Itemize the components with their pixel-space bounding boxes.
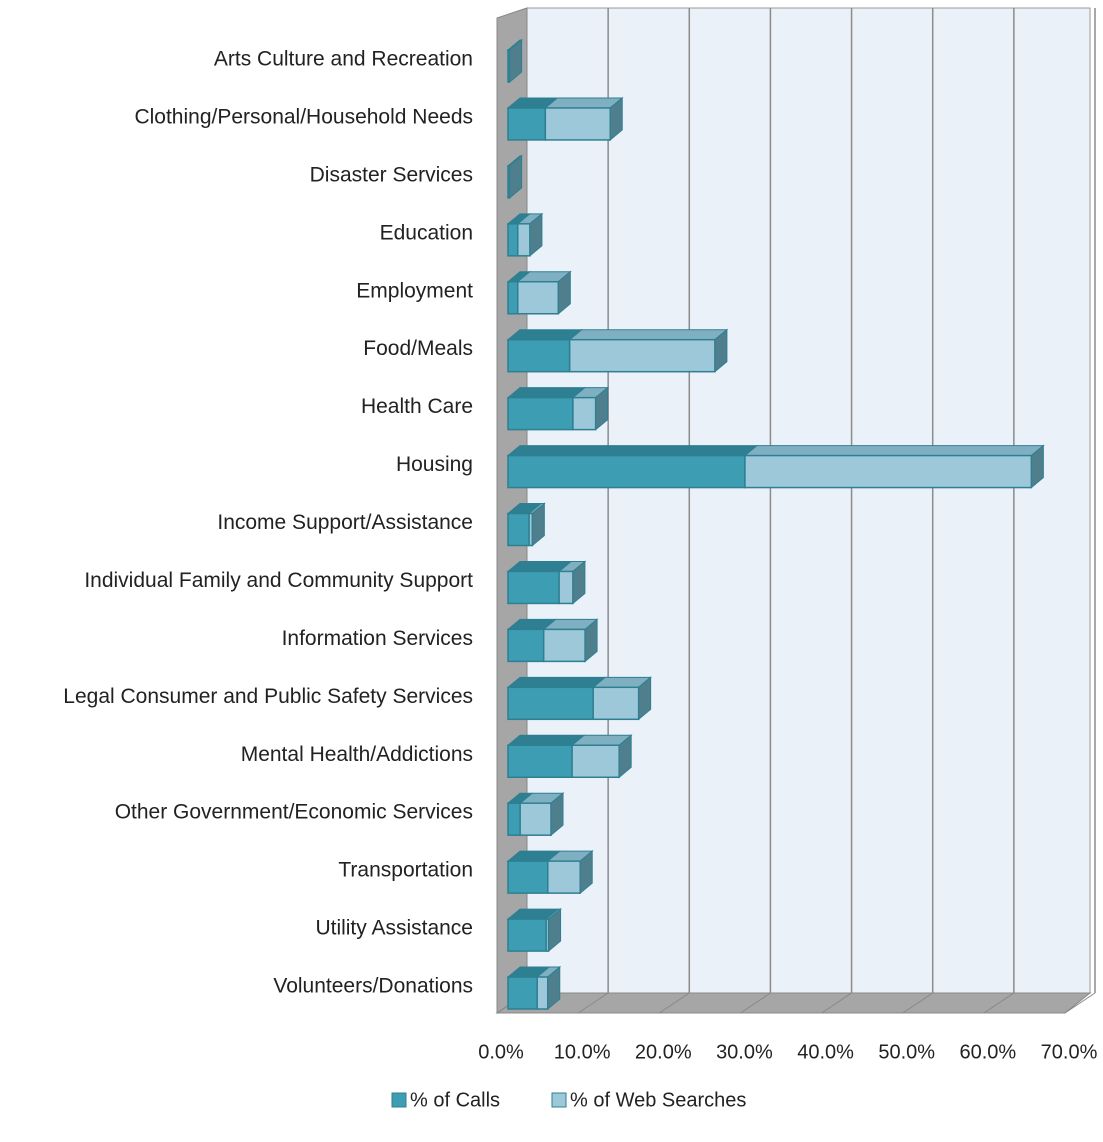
bar bbox=[542, 628, 586, 663]
bar bbox=[507, 860, 549, 894]
y-tick-label: Other Government/Economic Services bbox=[115, 801, 473, 824]
bar-top bbox=[543, 97, 624, 109]
back-wall bbox=[526, 7, 1091, 994]
x-tick-label: 20.0% bbox=[635, 1041, 692, 1063]
bar bbox=[507, 512, 530, 547]
bar-side bbox=[509, 38, 523, 84]
legend-label: % of Calls bbox=[410, 1089, 500, 1111]
x-tick-label: 40.0% bbox=[797, 1041, 854, 1063]
floor-line bbox=[821, 992, 852, 1014]
bar-top bbox=[743, 445, 1045, 457]
bar bbox=[507, 454, 746, 489]
bar-side bbox=[548, 907, 562, 953]
bar bbox=[507, 628, 545, 663]
y-tick-label: Food/Meals bbox=[363, 337, 473, 360]
bar bbox=[592, 686, 640, 721]
x-tick-label: 70.0% bbox=[1041, 1041, 1098, 1063]
y-tick-label: Housing bbox=[396, 453, 473, 476]
bar bbox=[507, 976, 538, 1010]
legend-swatch bbox=[551, 1092, 567, 1108]
bar bbox=[519, 802, 552, 836]
bar-top bbox=[506, 734, 586, 746]
legend-swatch bbox=[391, 1092, 407, 1108]
bar-top bbox=[568, 329, 729, 341]
bar bbox=[516, 223, 531, 257]
bar-top bbox=[506, 445, 759, 457]
y-tick-label: Clothing/Personal/Household Needs bbox=[134, 105, 473, 128]
floor-line bbox=[659, 992, 690, 1014]
bar-side bbox=[714, 328, 728, 373]
bar bbox=[507, 918, 547, 952]
bar bbox=[507, 281, 519, 315]
floor-line bbox=[577, 992, 609, 1014]
bar bbox=[507, 396, 574, 431]
y-tick-label: Mental Health/Addictions bbox=[241, 743, 473, 766]
bar-side bbox=[529, 212, 543, 257]
y-tick-label: Volunteers/Donations bbox=[273, 975, 473, 998]
y-tick-label: Health Care bbox=[361, 395, 473, 418]
bar bbox=[744, 454, 1033, 489]
y-tick-label: Income Support/Assistance bbox=[217, 511, 473, 534]
y-tick-label: Utility Assistance bbox=[315, 917, 473, 940]
bar-side bbox=[550, 792, 564, 837]
bar bbox=[507, 744, 573, 778]
y-tick-label: Individual Family and Community Support bbox=[84, 569, 473, 592]
floor bbox=[495, 992, 1092, 1014]
bar-side bbox=[638, 676, 652, 721]
bar bbox=[558, 570, 574, 605]
floor-line bbox=[1064, 992, 1096, 1014]
y-tick-label: Information Services bbox=[282, 627, 473, 650]
x-tick-label: 30.0% bbox=[716, 1041, 773, 1063]
bar bbox=[507, 338, 571, 373]
bar bbox=[571, 744, 620, 778]
bar-top bbox=[506, 387, 587, 399]
x-tick-label: 0.0% bbox=[478, 1041, 524, 1063]
bar bbox=[507, 570, 560, 605]
bar-side bbox=[1030, 444, 1044, 489]
bar bbox=[547, 860, 581, 894]
floor-line bbox=[983, 992, 1015, 1014]
bar-side bbox=[531, 502, 545, 547]
bar-side bbox=[547, 965, 561, 1011]
bar-top bbox=[506, 676, 607, 688]
y-tick-label: Arts Culture and Recreation bbox=[214, 48, 473, 71]
bar-side bbox=[579, 850, 593, 895]
floor-line bbox=[740, 992, 771, 1014]
legend-label: % of Web Searches bbox=[570, 1089, 746, 1111]
y-tick-label: Disaster Services bbox=[310, 163, 473, 186]
bar bbox=[536, 976, 549, 1010]
floor-line bbox=[902, 992, 933, 1014]
bar-side bbox=[557, 270, 571, 315]
bar bbox=[507, 686, 594, 721]
bar-top bbox=[506, 329, 584, 341]
bar-side bbox=[595, 386, 609, 431]
bar-side bbox=[609, 96, 623, 142]
bar bbox=[572, 396, 597, 431]
bar bbox=[507, 223, 519, 257]
bar-side bbox=[509, 154, 523, 199]
x-tick-label: 50.0% bbox=[878, 1041, 935, 1063]
bar bbox=[507, 802, 521, 836]
bar-side bbox=[572, 560, 586, 605]
bar bbox=[544, 107, 611, 141]
bar-side bbox=[584, 618, 598, 663]
bar bbox=[507, 107, 547, 141]
x-tick-label: 60.0% bbox=[959, 1041, 1016, 1063]
x-tick-label: 10.0% bbox=[554, 1041, 611, 1063]
bar bbox=[568, 338, 716, 373]
y-tick-label: Legal Consumer and Public Safety Service… bbox=[63, 685, 473, 708]
y-tick-label: Employment bbox=[356, 279, 473, 302]
bar bbox=[516, 281, 560, 315]
bar-side bbox=[618, 734, 632, 779]
y-tick-label: Transportation bbox=[338, 859, 473, 882]
y-tick-label: Education bbox=[380, 221, 473, 244]
